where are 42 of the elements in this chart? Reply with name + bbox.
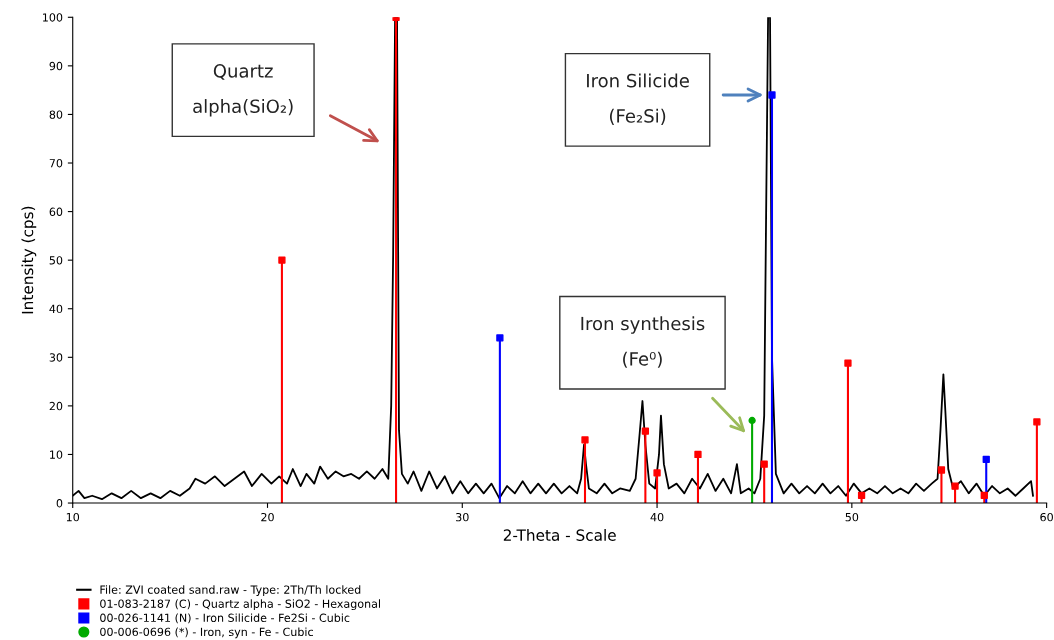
x-axis-title: 2-Theta - Scale [503,529,616,541]
point [951,482,959,490]
point [1033,418,1041,426]
point [844,359,852,367]
x-tick-label: 40 [650,512,664,522]
y-tick-label: 100 [43,13,63,22]
x-tick-label: 50 [845,512,859,522]
annotation: Quartz alpha(SiO₂) [193,64,293,117]
point [748,416,756,425]
annotation: Iron synthesis (Fe⁰) [581,316,705,368]
legend-label: File: ZVI coated sand.raw - Type: 2Th/Th locked [100,585,361,596]
y-tick-label: 50 [49,256,63,265]
y-tick-label: 80 [49,110,63,119]
y-tick-label: 40 [49,304,63,314]
x-tick-label: 10 [66,512,80,522]
x-tick-label: 20 [261,512,274,522]
point [278,256,286,264]
x-tick-label: 60 [1040,512,1053,522]
point [653,469,661,477]
x-tick-label: 30 [456,512,469,522]
point [768,91,776,99]
point [641,427,650,435]
y-tick-label: 60 [49,207,63,216]
point [937,466,946,474]
y-tick-label: 90 [49,61,63,71]
point [496,334,504,342]
legend-label: 00-006-0696 (*) - Iron, syn - Fe - Cubic [100,627,313,639]
point [760,460,768,468]
point [982,455,990,463]
point [694,450,702,459]
annotation: Iron Silicide (Fe₂Si) [587,73,689,125]
point [857,491,866,499]
point [581,436,589,444]
y-axis-title: Intensity (cps) [21,206,37,314]
y-tick-label: 30 [49,353,63,362]
y-tick-label: 10 [50,450,63,459]
y-tick-label: 70 [49,158,63,168]
y-tick-label: 0 [56,499,63,508]
y-tick-label: 20 [49,401,63,411]
legend-label: 01-083-2187 (C) - Quartz alpha - SiO2 - Hexagonal [100,599,380,611]
point [980,491,988,499]
legend-label: 00-026-1141 (N) - Iron Silicide - Fe2Si - Cubic [100,613,350,624]
